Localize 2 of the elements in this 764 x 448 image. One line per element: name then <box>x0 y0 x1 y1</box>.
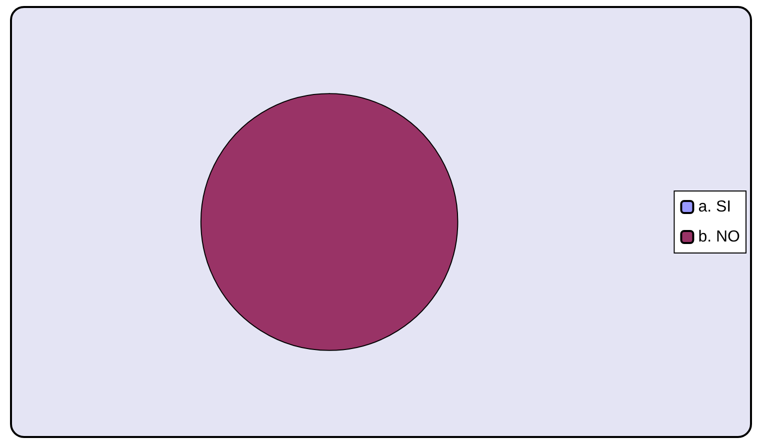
legend-label: a. SI <box>698 198 732 216</box>
legend-label: b. NO <box>698 228 740 246</box>
